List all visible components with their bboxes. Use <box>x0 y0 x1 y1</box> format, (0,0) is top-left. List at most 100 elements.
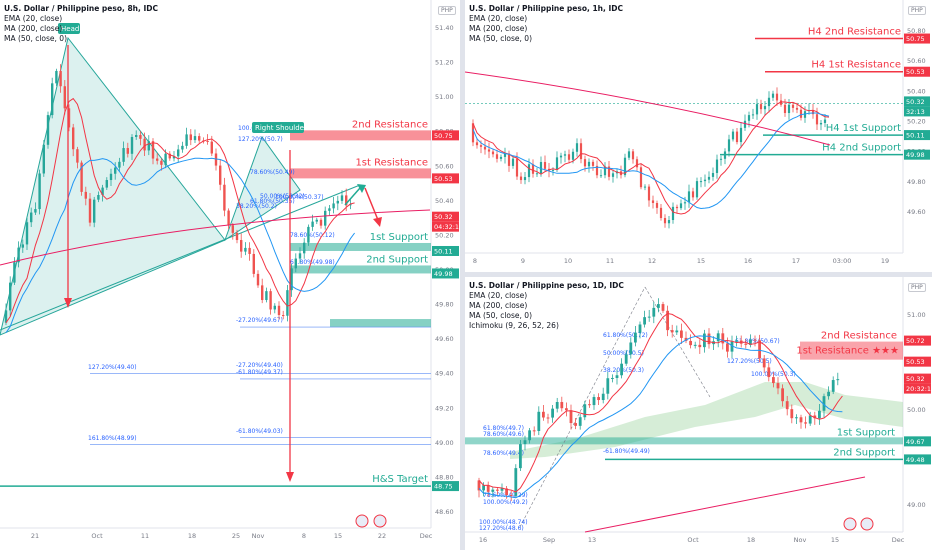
candle-body <box>147 141 150 151</box>
candle-body <box>666 310 669 331</box>
chart-1d-svg[interactable]: 51.0050.5050.0049.5049.0016Sep13Oct18Nov… <box>465 277 932 550</box>
candle-body <box>531 164 535 174</box>
fib-label: 78.60%(49.29) <box>483 492 528 499</box>
candle-body <box>511 158 515 166</box>
price-tag-bg <box>432 245 459 256</box>
price-tag: 50.32 <box>906 98 925 106</box>
fib-label: 78.60%(49.6) <box>483 431 524 438</box>
ma50-line <box>5 157 356 333</box>
price-tag: 50.53 <box>906 358 925 366</box>
candle-body <box>751 114 755 116</box>
time-tick-label: Oct <box>91 532 103 540</box>
candle-body <box>500 488 504 491</box>
candle-body <box>189 134 192 141</box>
candle-body <box>17 247 20 263</box>
price-tag-bg <box>432 268 459 279</box>
candle-body <box>537 411 541 431</box>
candle-body <box>631 151 635 160</box>
candle-body <box>583 159 587 167</box>
candle-body <box>482 485 485 491</box>
candle-body <box>651 200 655 203</box>
candle-body <box>638 324 642 333</box>
ema-line <box>472 101 830 215</box>
indicator-ichimoku[interactable]: Ichimoku (9, 26, 52, 26) <box>469 321 559 330</box>
candle-body <box>105 180 108 188</box>
candle-body <box>597 397 600 401</box>
candle-body <box>758 340 761 359</box>
time-tick-label: Nov <box>252 532 265 540</box>
indicator-ma50[interactable]: MA (50, close, 0) <box>469 34 533 43</box>
candle-body <box>749 339 752 345</box>
candle-body <box>603 166 607 176</box>
candle-body <box>311 221 314 227</box>
chart-panel-1d[interactable]: 51.0050.5050.0049.5049.0016Sep13Oct18Nov… <box>465 277 932 550</box>
candle-body <box>763 106 767 110</box>
candle-body <box>791 104 795 108</box>
candle-body <box>523 177 527 181</box>
candle-body <box>790 409 794 419</box>
candle-body <box>808 415 812 424</box>
candle-body <box>735 340 738 342</box>
candle-body <box>785 401 789 410</box>
ma200-line <box>465 71 831 146</box>
chart-panel-1h[interactable]: 50.8050.6050.4050.2050.0049.8049.6089101… <box>465 0 932 272</box>
candle-body <box>25 222 29 245</box>
currency-badge[interactable]: PHP <box>438 6 456 15</box>
fib-label: 61.80%(50.67) <box>735 338 780 345</box>
panel-divider[interactable] <box>460 0 465 550</box>
event-flag-icon <box>860 517 874 531</box>
candle-body <box>799 417 803 423</box>
indicator-ma200[interactable]: MA (200, close) <box>469 24 528 33</box>
level-zone <box>290 130 431 141</box>
candle-body <box>505 488 508 496</box>
panel-divider[interactable] <box>465 272 932 277</box>
chart-1h-svg[interactable]: 50.8050.6050.4050.2050.0049.8049.6089101… <box>465 0 932 272</box>
candle-body <box>93 199 96 223</box>
chart-panel-8h[interactable]: 51.4051.2051.0050.8050.6050.4050.2050.00… <box>0 0 460 550</box>
arrow-head <box>286 472 294 482</box>
price-tick-label: 51.00 <box>907 311 926 319</box>
candle-body <box>495 154 499 159</box>
indicator-ema[interactable]: EMA (20, close) <box>4 14 63 23</box>
indicator-ema[interactable]: EMA (20, close) <box>469 291 528 300</box>
candle-body <box>611 173 615 177</box>
indicator-ma200[interactable]: MA (200, close) <box>4 24 63 33</box>
time-tick-label: 16 <box>479 536 487 544</box>
candle-body <box>483 146 487 150</box>
candle-body <box>551 408 554 418</box>
time-tick-label: 18 <box>747 536 755 544</box>
indicator-ma50[interactable]: MA (50, close, 0) <box>469 311 533 320</box>
fib-label: 100.00%(49.2) <box>483 499 528 506</box>
candle-body <box>63 86 66 109</box>
candle-body <box>206 140 209 142</box>
candle-body <box>487 149 491 152</box>
candle-body <box>716 333 720 342</box>
event-flag-icon <box>355 514 369 528</box>
candle-body <box>779 100 783 105</box>
time-tick-label: Nov <box>794 536 807 544</box>
candle-body <box>787 104 791 114</box>
level-label: 2nd Resistance <box>352 119 428 130</box>
candle-body <box>139 135 142 139</box>
currency-badge[interactable]: PHP <box>908 283 926 292</box>
level-label: 2nd Support <box>833 447 895 458</box>
chart-8h-svg[interactable]: 51.4051.2051.0050.8050.6050.4050.2050.00… <box>0 0 460 550</box>
candle-body <box>499 156 503 159</box>
candle-body <box>639 167 643 188</box>
fib-label: 127.20%(49.40) <box>88 364 137 371</box>
fib-label: 100.00%(48.74) <box>479 519 528 526</box>
price-tick-label: 49.80 <box>435 301 454 309</box>
candle-body <box>256 273 260 286</box>
candle-body <box>795 417 798 419</box>
currency-badge[interactable]: PHP <box>908 6 926 15</box>
candle-body <box>693 344 697 346</box>
legend-1d: U.S. Dollar / Philippine peso, 1D, IDC E… <box>469 281 624 331</box>
price-tag: 50.11 <box>906 132 925 140</box>
candle-body <box>819 122 823 125</box>
price-tick-label: 50.20 <box>435 231 454 239</box>
candle-body <box>164 153 167 165</box>
candle-body <box>571 151 575 160</box>
indicator-ma50[interactable]: MA (50, close, 0) <box>4 34 68 43</box>
indicator-ma200[interactable]: MA (200, close) <box>469 301 528 310</box>
indicator-ema[interactable]: EMA (20, close) <box>469 14 528 23</box>
